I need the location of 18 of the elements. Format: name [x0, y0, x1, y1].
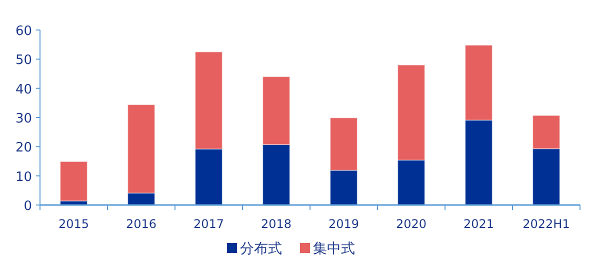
y-tick-label: 60 — [15, 24, 32, 39]
y-tick-label: 40 — [15, 82, 32, 98]
x-tick-label: 2018 — [260, 217, 292, 231]
legend-label: 分布式 — [240, 241, 282, 257]
y-tick-label: 30 — [15, 112, 32, 126]
y-tick-label: 0 — [24, 199, 32, 214]
bar — [60, 161, 88, 202]
y-tick-label: 10 — [15, 170, 32, 185]
legend-label: 集中式 — [313, 241, 355, 257]
x-tick-label: 2021 — [463, 217, 494, 231]
y-tick-label: 20 — [15, 140, 32, 156]
x-tick-label: 2015 — [58, 217, 90, 231]
y-tick-label: 50 — [15, 53, 32, 68]
x-tick-label: 2017 — [193, 217, 224, 231]
x-tick-label: 2022H1 — [522, 217, 570, 231]
x-tick-label: 2016 — [126, 217, 157, 231]
x-tick-label: 2019 — [328, 217, 360, 231]
x-tick-label: 2020 — [396, 217, 427, 231]
